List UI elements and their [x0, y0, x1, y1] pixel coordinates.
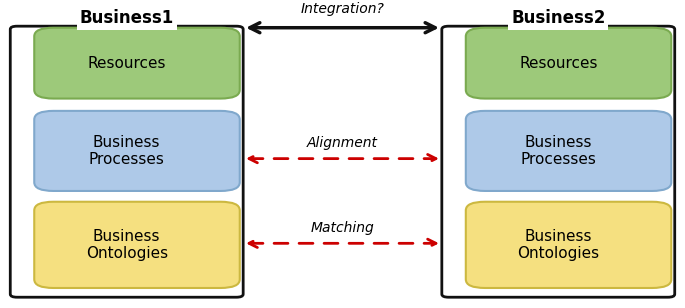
FancyBboxPatch shape — [442, 26, 675, 297]
FancyBboxPatch shape — [34, 111, 240, 191]
FancyBboxPatch shape — [466, 202, 671, 288]
FancyBboxPatch shape — [466, 111, 671, 191]
Text: Integration?: Integration? — [301, 2, 384, 16]
FancyBboxPatch shape — [34, 28, 240, 99]
Text: Business
Ontologies: Business Ontologies — [517, 229, 599, 261]
FancyBboxPatch shape — [10, 26, 243, 297]
Text: Business
Processes: Business Processes — [521, 135, 596, 167]
FancyBboxPatch shape — [34, 202, 240, 288]
FancyBboxPatch shape — [466, 28, 671, 99]
Text: Business
Processes: Business Processes — [89, 135, 164, 167]
Text: Resources: Resources — [519, 56, 597, 71]
Text: Business1: Business1 — [79, 10, 174, 27]
Text: Matching: Matching — [310, 221, 375, 235]
Text: Alignment: Alignment — [307, 136, 378, 150]
Text: Resources: Resources — [88, 56, 166, 71]
Text: Business
Ontologies: Business Ontologies — [86, 229, 168, 261]
Text: Business2: Business2 — [511, 10, 606, 27]
